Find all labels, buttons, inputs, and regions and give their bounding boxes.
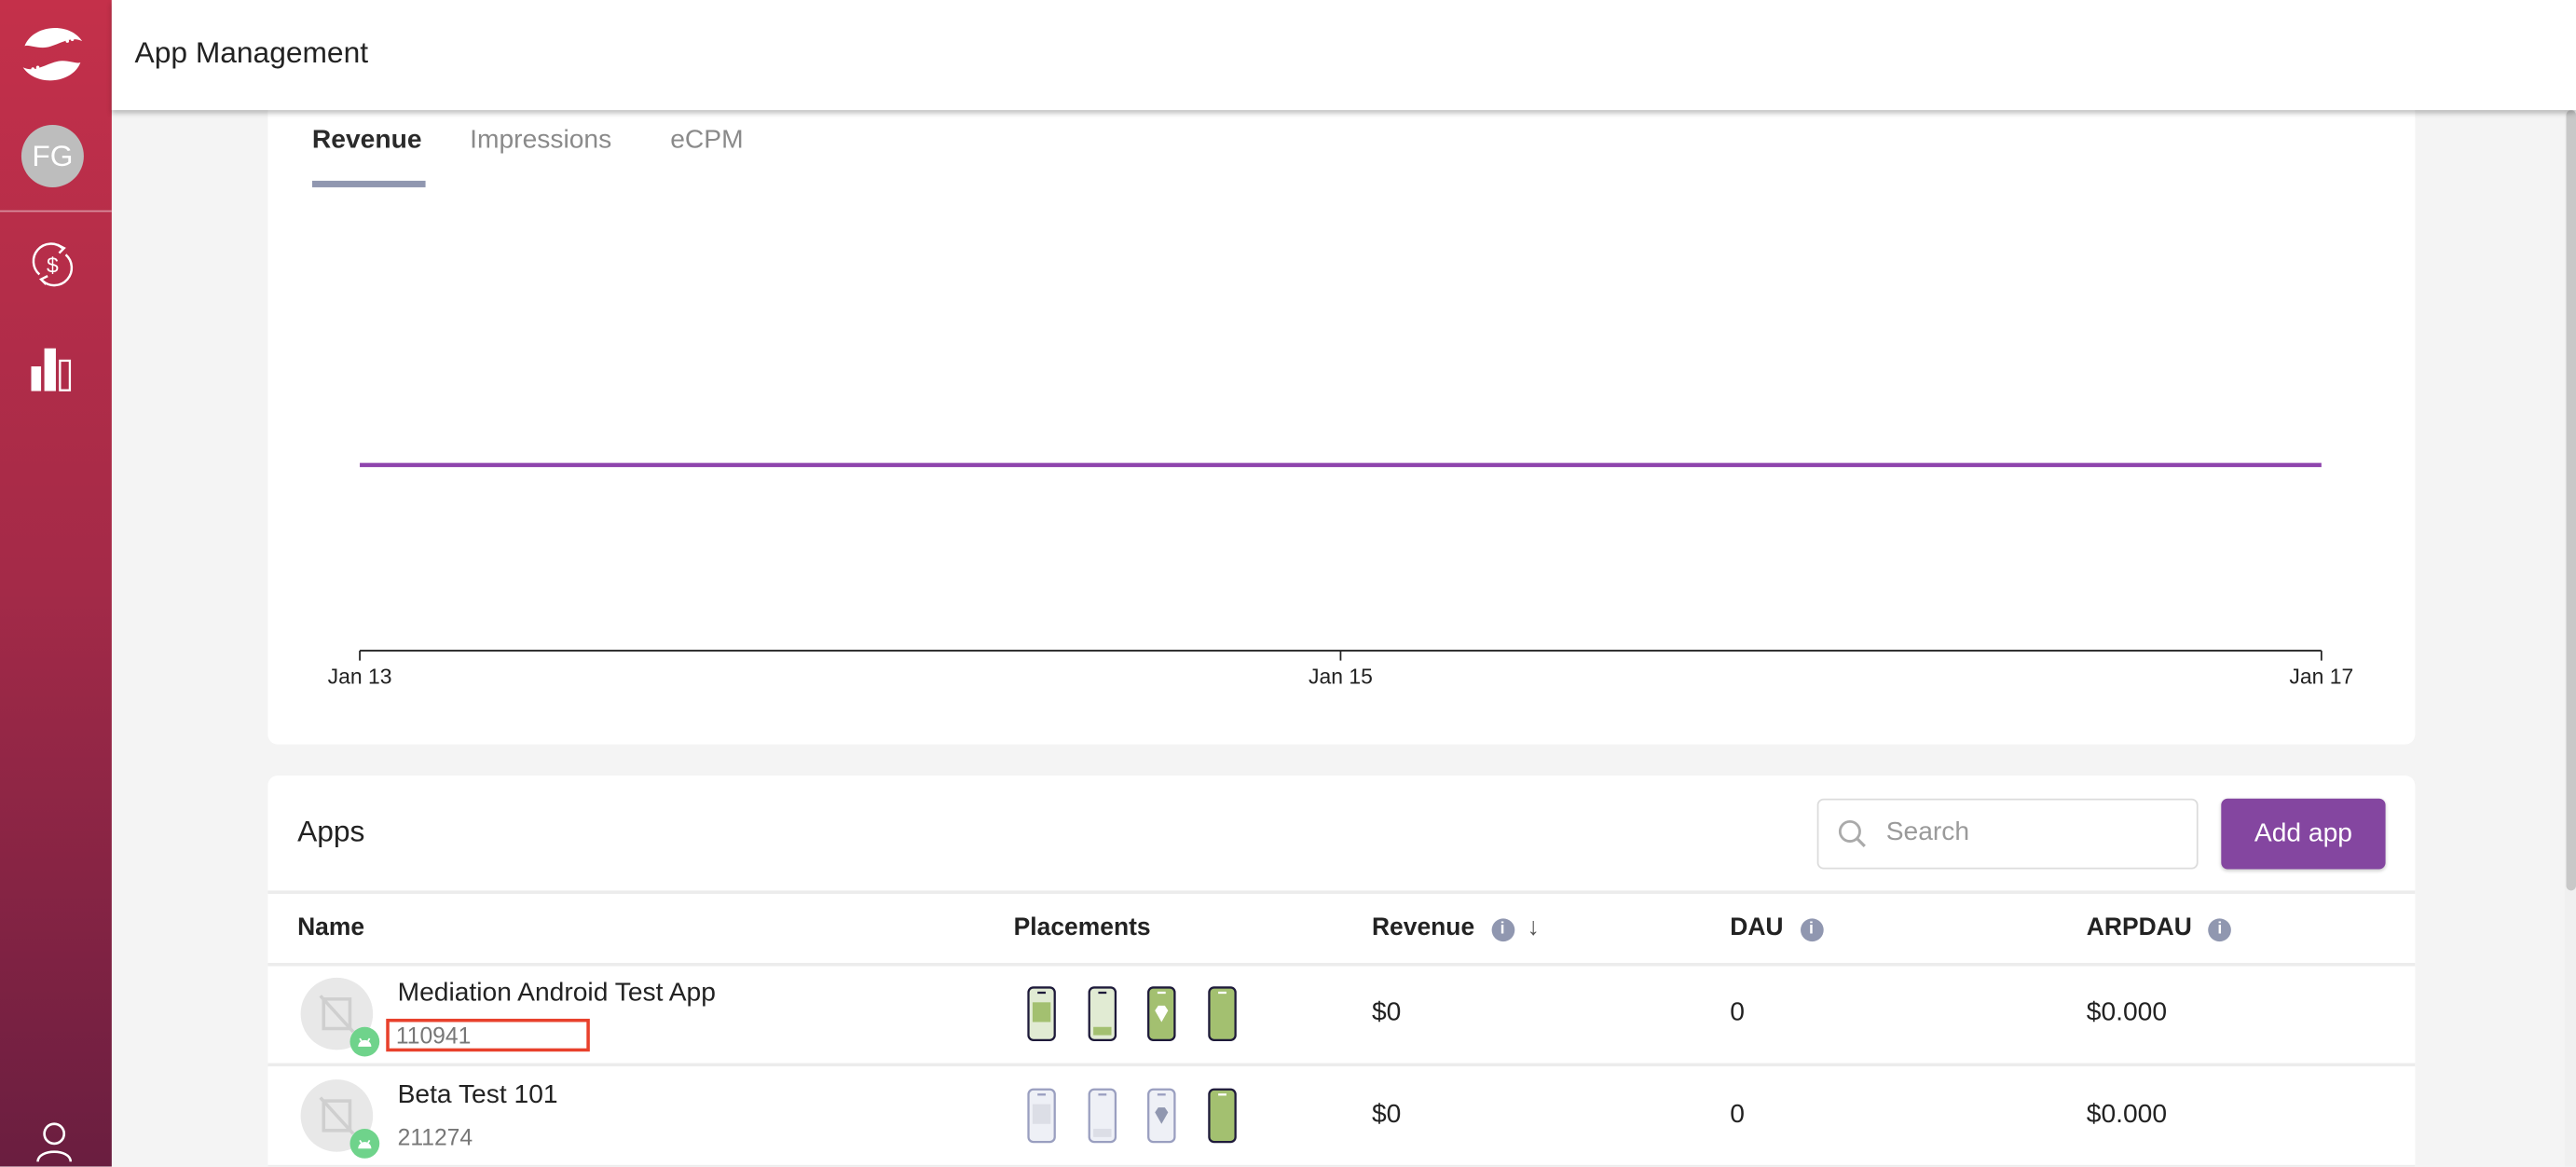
placement-interstitial-active-icon[interactable] — [1208, 1088, 1238, 1144]
app-revenue: $0 — [1371, 1101, 1402, 1130]
android-icon — [358, 1037, 372, 1047]
x-tick-label: Jan 13 — [327, 664, 392, 689]
user-avatar[interactable]: FG — [21, 124, 84, 187]
bar-chart-icon[interactable] — [30, 345, 75, 394]
column-header-revenue[interactable]: Revenue i ↓ — [1371, 913, 1540, 942]
app-name[interactable]: Beta Test 101 — [397, 1080, 558, 1109]
column-header-name[interactable]: Name — [297, 913, 365, 942]
divider — [267, 1063, 2416, 1067]
app-arpdau: $0.000 — [2086, 998, 2168, 1027]
app-id: 211274 — [397, 1123, 473, 1150]
divider — [267, 963, 2416, 967]
app-dau: 0 — [1730, 998, 1745, 1027]
user-icon[interactable] — [34, 1120, 74, 1163]
app-name[interactable]: Mediation Android Test App — [397, 979, 716, 1008]
revenue-chart — [359, 462, 2323, 661]
placement-bottom-banner-inactive-icon[interactable] — [1088, 1088, 1117, 1144]
search-input[interactable]: Search — [1816, 798, 2199, 870]
active-tab-indicator — [311, 180, 426, 187]
android-platform-badge — [349, 1129, 380, 1159]
table-row[interactable]: Beta Test 101 211274 $0 0 $0.000 — [267, 1066, 2416, 1167]
android-platform-badge — [349, 1026, 380, 1057]
image-off-icon — [319, 995, 355, 1034]
placement-rewarded-inactive-icon[interactable] — [1146, 1088, 1176, 1144]
placement-banner-active-icon[interactable] — [1027, 986, 1057, 1042]
info-icon[interactable]: i — [1490, 918, 1514, 942]
divider — [267, 890, 2416, 894]
page-title: App Management — [134, 35, 369, 70]
column-header-dau-label: DAU — [1730, 913, 1784, 942]
placement-bottom-banner-active-icon[interactable] — [1088, 986, 1117, 1042]
placement-banner-inactive-icon[interactable] — [1027, 1088, 1057, 1144]
x-tick-label: Jan 15 — [1309, 664, 1373, 689]
app-dau: 0 — [1730, 1101, 1745, 1130]
column-header-revenue-label: Revenue — [1371, 913, 1475, 942]
image-off-icon — [319, 1096, 355, 1135]
sidebar: FG $ — [0, 0, 112, 1167]
x-tick-label: Jan 17 — [2289, 664, 2354, 689]
revenue-sync-dollar-icon[interactable]: $ — [30, 241, 75, 287]
table-row[interactable]: Mediation Android Test App 110941 $0 0 $… — [267, 965, 2416, 1067]
app-arpdau: $0.000 — [2086, 1101, 2168, 1130]
scrollbar-thumb[interactable] — [2566, 110, 2576, 891]
tab-revenue[interactable]: Revenue — [311, 126, 422, 155]
column-header-arpdau-label: ARPDAU — [2086, 913, 2192, 942]
info-icon[interactable]: i — [1800, 918, 1823, 942]
add-app-button[interactable]: Add app — [2221, 798, 2386, 870]
column-header-placements: Placements — [1013, 913, 1151, 942]
tab-ecpm[interactable]: eCPM — [670, 126, 744, 155]
svg-text:$: $ — [47, 254, 59, 278]
tab-impressions[interactable]: Impressions — [470, 126, 612, 155]
sort-arrow-down-icon[interactable]: ↓ — [1527, 913, 1540, 942]
android-icon — [358, 1139, 372, 1149]
sidebar-divider — [0, 210, 112, 213]
app-id: 110941 — [386, 1018, 590, 1052]
info-icon[interactable]: i — [2208, 918, 2232, 942]
placement-interstitial-active-icon[interactable] — [1208, 986, 1238, 1042]
column-header-dau: DAU i — [1730, 913, 1823, 942]
chart-card — [267, 98, 2416, 745]
search-icon — [1838, 819, 1866, 847]
column-header-arpdau: ARPDAU i — [2086, 913, 2232, 942]
apps-title: Apps — [297, 815, 365, 848]
logo-icon[interactable] — [20, 21, 86, 88]
top-header: App Management — [111, 0, 2576, 111]
placement-rewarded-active-icon[interactable] — [1146, 986, 1176, 1042]
app-revenue: $0 — [1371, 998, 1402, 1027]
divider — [267, 1164, 2416, 1167]
search-placeholder: Search — [1885, 817, 1970, 846]
